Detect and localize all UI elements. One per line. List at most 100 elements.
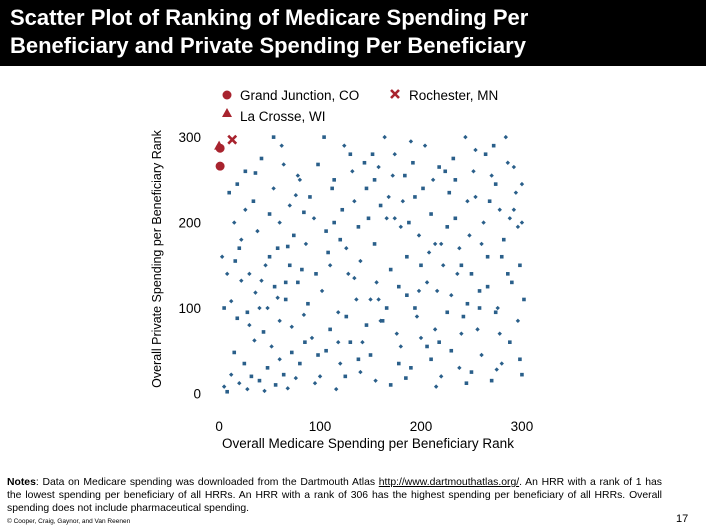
data-point — [265, 366, 270, 370]
data-point — [275, 246, 280, 251]
data-point — [432, 327, 438, 332]
data-point — [405, 293, 409, 297]
data-point — [469, 272, 474, 276]
data-point — [477, 306, 482, 310]
dartmouth-atlas-link[interactable]: http://www.dartmouthatlas.org/ — [378, 477, 520, 488]
data-point — [409, 366, 413, 370]
data-point — [271, 135, 276, 139]
data-point — [289, 324, 294, 330]
y-axis-label: Overall Private Spending per Beneficiary… — [150, 129, 164, 388]
data-point — [471, 169, 476, 174]
data-point — [499, 254, 504, 259]
data-point — [425, 344, 429, 349]
data-point — [322, 135, 326, 139]
data-point — [424, 280, 430, 285]
data-point — [376, 164, 381, 170]
data-point — [303, 340, 307, 344]
data-point — [511, 164, 517, 170]
data-point — [237, 381, 242, 386]
data-point — [265, 305, 270, 311]
data-point — [429, 212, 433, 216]
data-point — [434, 288, 440, 294]
data-point — [235, 316, 240, 321]
chart-axes: Overall Private Spending per Beneficiary… — [150, 129, 514, 451]
data-point — [356, 357, 361, 362]
data-point — [283, 297, 288, 302]
data-point — [459, 331, 464, 336]
data-point — [237, 246, 242, 251]
data-point — [507, 216, 513, 221]
data-point — [342, 143, 347, 148]
data-point — [520, 372, 524, 377]
data-point — [511, 207, 517, 212]
data-point — [352, 199, 357, 204]
data-point — [319, 288, 325, 294]
data-point — [232, 220, 237, 225]
data-point — [473, 194, 478, 200]
highlight-point-x — [227, 134, 238, 145]
page-number: 17 — [676, 513, 689, 525]
data-point — [499, 361, 504, 366]
data-point — [326, 250, 330, 255]
scatter-chart: Overall Private Spending per Beneficiary… — [150, 88, 533, 451]
data-point — [479, 352, 484, 358]
x-tick-label: 0 — [215, 419, 223, 434]
highlight-points — [214, 134, 238, 171]
data-point — [384, 216, 389, 221]
data-point — [245, 386, 250, 392]
data-point — [324, 348, 328, 353]
data-point — [437, 340, 441, 344]
data-point — [394, 331, 399, 336]
data-point — [493, 310, 498, 315]
data-point — [243, 207, 248, 212]
data-point — [328, 327, 332, 332]
data-point — [267, 254, 272, 259]
data-point — [302, 210, 306, 215]
data-point — [253, 171, 258, 175]
data-point — [283, 280, 288, 285]
data-point — [396, 284, 401, 289]
data-point — [279, 143, 284, 148]
data-point — [461, 314, 466, 319]
legend-marker-rochester — [390, 89, 400, 99]
data-point — [519, 220, 525, 225]
data-point — [344, 246, 349, 251]
data-point — [338, 361, 343, 366]
title-line-1: Scatter Plot of Ranking of Medicare Spen… — [10, 5, 529, 30]
data-point — [259, 278, 264, 283]
data-point — [287, 263, 292, 268]
data-point — [269, 344, 274, 349]
data-point — [330, 186, 334, 191]
data-point — [463, 134, 468, 140]
data-point — [414, 314, 420, 319]
data-point — [368, 297, 373, 302]
data-point — [506, 272, 510, 276]
data-point — [350, 169, 355, 174]
data-point — [443, 169, 448, 174]
x-tick-label: 200 — [410, 419, 433, 434]
data-point — [396, 361, 401, 366]
data-point — [405, 254, 409, 259]
data-point — [247, 322, 252, 328]
data-point — [243, 169, 248, 174]
copyright: © Cooper, Craig, Gaynor, and Van Reenen — [7, 518, 131, 525]
data-point — [242, 361, 247, 366]
data-point — [372, 178, 377, 182]
data-point — [317, 374, 323, 379]
legend-marker-grand-junction — [222, 90, 232, 100]
data-point — [469, 370, 474, 374]
data-point — [239, 278, 244, 283]
data-point — [261, 330, 266, 334]
data-point — [297, 177, 303, 183]
data-point — [311, 216, 317, 221]
data-point — [374, 280, 379, 285]
data-point — [293, 375, 299, 381]
data-point — [257, 305, 262, 311]
data-point — [336, 339, 341, 345]
data-point — [392, 216, 397, 221]
data-point — [251, 199, 256, 204]
data-point — [298, 361, 302, 366]
data-point — [233, 259, 238, 263]
data-point — [316, 353, 320, 357]
data-point — [392, 152, 397, 157]
